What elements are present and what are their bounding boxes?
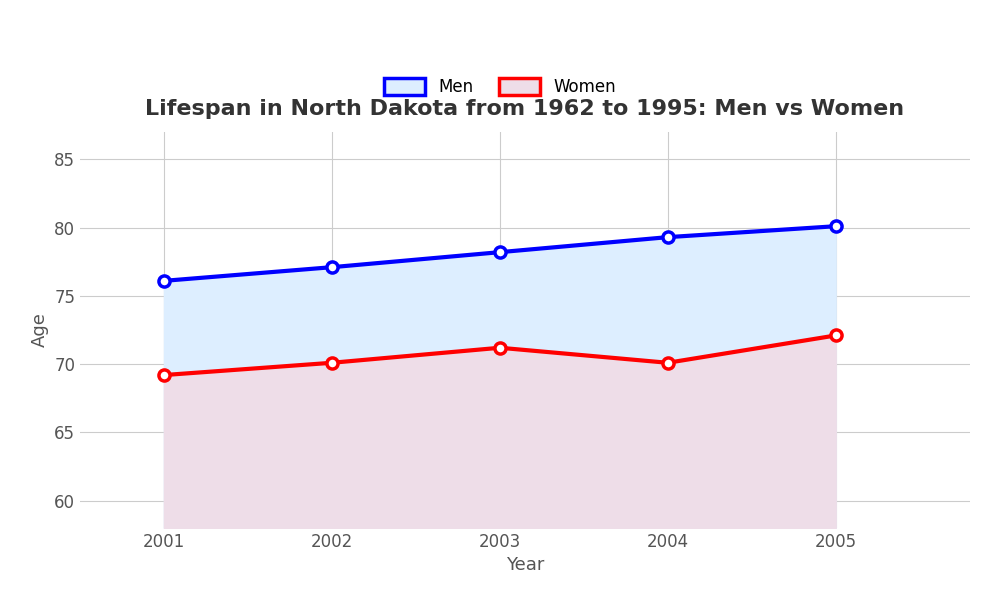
Legend: Men, Women: Men, Women [377,71,623,103]
X-axis label: Year: Year [506,556,544,574]
Y-axis label: Age: Age [31,313,49,347]
Title: Lifespan in North Dakota from 1962 to 1995: Men vs Women: Lifespan in North Dakota from 1962 to 19… [145,100,905,119]
